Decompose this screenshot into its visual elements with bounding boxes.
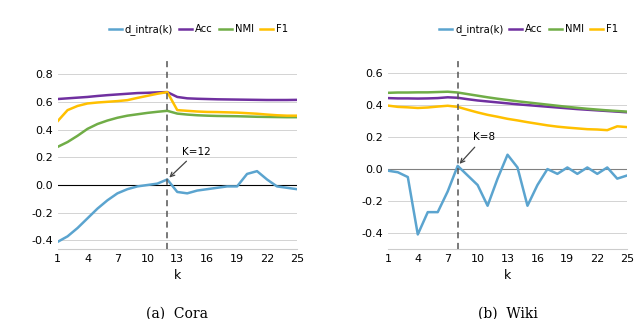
X-axis label: k: k: [173, 269, 181, 282]
Text: K=12: K=12: [170, 146, 211, 177]
Text: K=8: K=8: [461, 132, 495, 163]
Text: (b)  Wiki: (b) Wiki: [477, 306, 538, 319]
Legend: d_intra(k), Acc, NMI, F1: d_intra(k), Acc, NMI, F1: [105, 20, 292, 39]
Text: (a)  Cora: (a) Cora: [147, 306, 208, 319]
X-axis label: k: k: [504, 269, 511, 282]
Legend: d_intra(k), Acc, NMI, F1: d_intra(k), Acc, NMI, F1: [435, 20, 622, 39]
